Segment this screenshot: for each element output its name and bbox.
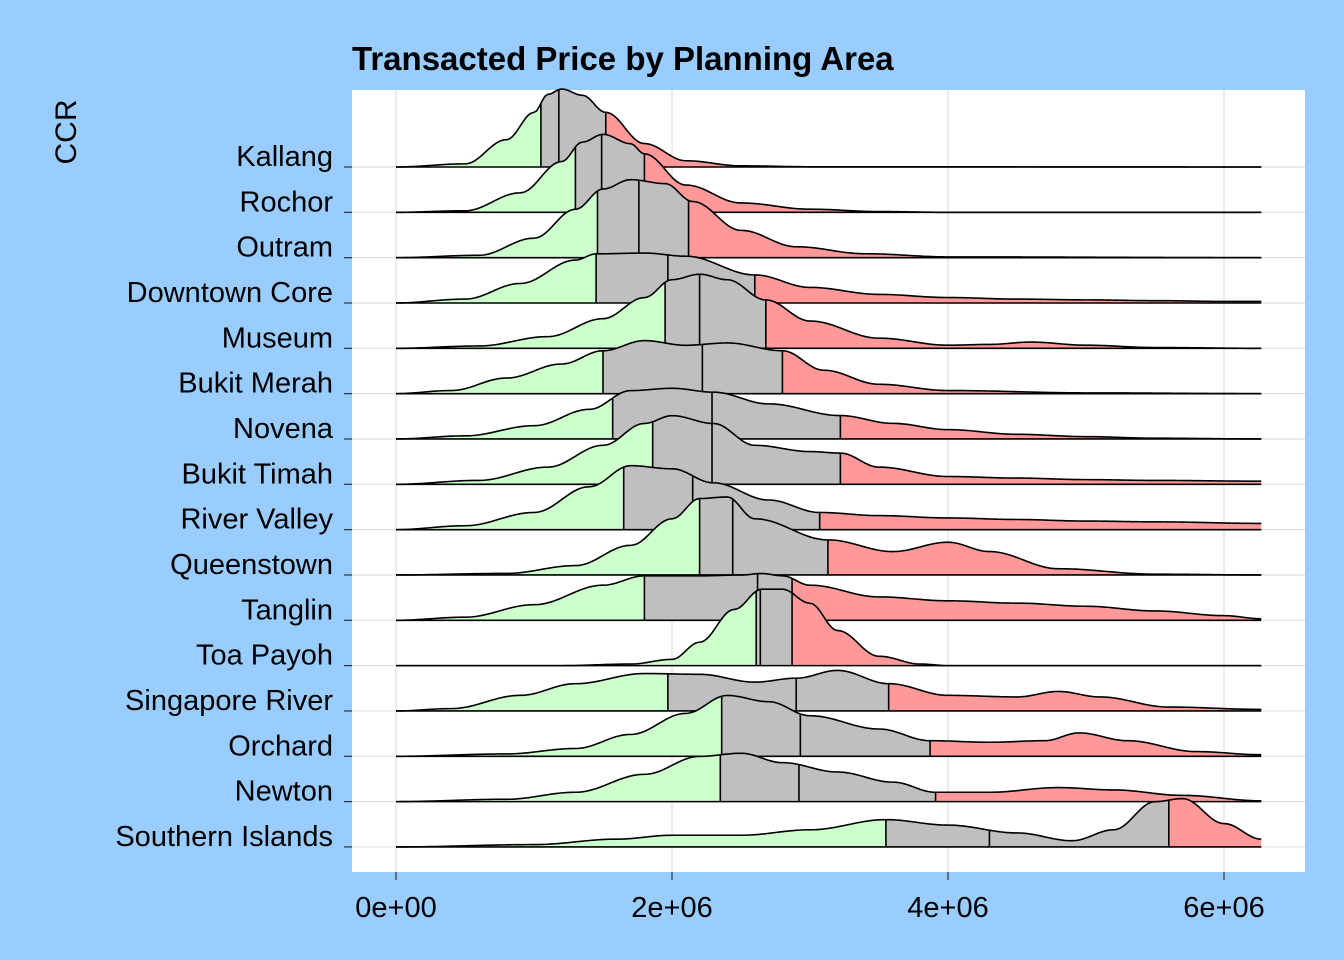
label-layer: Kallang Rochor Outram Downtown Core Museum Bu… (115, 141, 1264, 924)
y-tick-label: Southern Islands (115, 821, 333, 853)
ridge-museum (395, 273, 1262, 350)
ridge-southern-islands (396, 797, 1262, 848)
low-tail-region (396, 696, 722, 757)
low-tail-region (396, 147, 576, 213)
middle-upper-region (798, 764, 936, 802)
y-tick-label: Novena (233, 413, 334, 445)
middle-lower-region (652, 415, 713, 485)
middle-lower-region (623, 465, 693, 530)
y-tick-label: Newton (235, 776, 333, 808)
low-tail-region (396, 754, 721, 802)
middle-lower-region (644, 573, 758, 621)
density-outline (395, 572, 1262, 622)
density-outline (395, 252, 1262, 304)
low-tail-region (396, 575, 645, 621)
y-tick-label: Toa Payoh (196, 640, 333, 672)
ridge-outram (395, 178, 1262, 259)
y-tick-label: Queenstown (170, 549, 333, 581)
high-tail-region (840, 415, 1262, 439)
high-tail-region (765, 299, 1262, 349)
middle-upper-region (760, 589, 793, 666)
high-tail-region (819, 512, 1262, 530)
y-tick-label: Downtown Core (127, 277, 333, 309)
ridge-river-valley (395, 464, 1262, 531)
low-tail-region (396, 103, 541, 167)
middle-upper-region (800, 713, 931, 757)
x-tick-label: 0e+00 (355, 892, 436, 924)
y-axis-title: CCR (50, 100, 83, 165)
x-tick-label: 6e+06 (1183, 892, 1264, 924)
ridge-layer (395, 88, 1262, 848)
middle-lower-region (756, 589, 761, 666)
middle-lower-region (597, 179, 639, 258)
y-tick-label: Outram (236, 232, 333, 264)
middle-upper-region (732, 499, 828, 575)
y-tick-label: Bukit Timah (182, 458, 334, 490)
high-tail-region (1168, 798, 1262, 847)
density-outline (396, 797, 1262, 848)
chart-title: Transacted Price by Planning Area (352, 40, 894, 77)
y-tick-label: Museum (222, 322, 333, 354)
ridge-bukit-timah (395, 414, 1262, 486)
high-tail-region (792, 593, 1262, 666)
middle-lower-region (603, 340, 703, 394)
density-outline (395, 387, 1262, 440)
y-tick-label: Singapore River (125, 685, 333, 717)
x-tick-label: 2e+06 (631, 892, 712, 924)
middle-lower-region (665, 274, 700, 349)
low-tail-region (396, 253, 597, 303)
high-tail-region (888, 683, 1262, 711)
low-tail-region (396, 350, 603, 394)
x-tick-label: 4e+06 (907, 892, 988, 924)
ridge-orchard (396, 694, 1262, 758)
density-outline (395, 414, 1262, 486)
density-outline (395, 273, 1262, 350)
density-outline (396, 694, 1262, 758)
y-tick-label: Rochor (240, 186, 334, 218)
density-outline (396, 752, 1262, 803)
low-tail-region (396, 282, 666, 349)
y-tick-label: River Valley (180, 504, 333, 536)
high-tail-region (754, 274, 1262, 303)
middle-upper-region (638, 180, 689, 258)
y-tick-label: Kallang (236, 141, 333, 173)
high-tail-region (688, 200, 1262, 258)
middle-lower-region (596, 253, 668, 303)
low-tail-region (396, 421, 653, 485)
middle-lower-region (699, 496, 733, 575)
density-outline (395, 464, 1262, 531)
density-outline (395, 669, 1262, 712)
low-tail-region (396, 190, 598, 258)
low-tail-region (396, 819, 886, 847)
low-tail-region (396, 673, 668, 711)
middle-upper-region (796, 670, 889, 711)
high-tail-region (827, 539, 1262, 575)
middle-lower-region (721, 695, 801, 757)
high-tail-region (792, 578, 1262, 621)
ridge-queenstown (396, 496, 1262, 576)
middle-upper-region (702, 342, 783, 394)
high-tail-region (605, 112, 1262, 167)
middle-lower-region (720, 753, 799, 802)
ridge-bukit-merah (395, 339, 1262, 395)
y-tick-label: Bukit Merah (178, 368, 333, 400)
high-tail-region (782, 350, 1262, 394)
middle-upper-region (712, 423, 841, 485)
y-tick-label: Orchard (228, 730, 333, 762)
low-tail-region (396, 591, 757, 666)
middle-lower-region (540, 89, 559, 167)
middle-upper-region (712, 392, 841, 439)
ridge-toa-payoh (396, 588, 1262, 667)
low-tail-region (396, 498, 700, 575)
y-tick-label: Tanglin (241, 594, 333, 626)
low-tail-region (396, 398, 613, 439)
low-tail-region (396, 467, 624, 530)
